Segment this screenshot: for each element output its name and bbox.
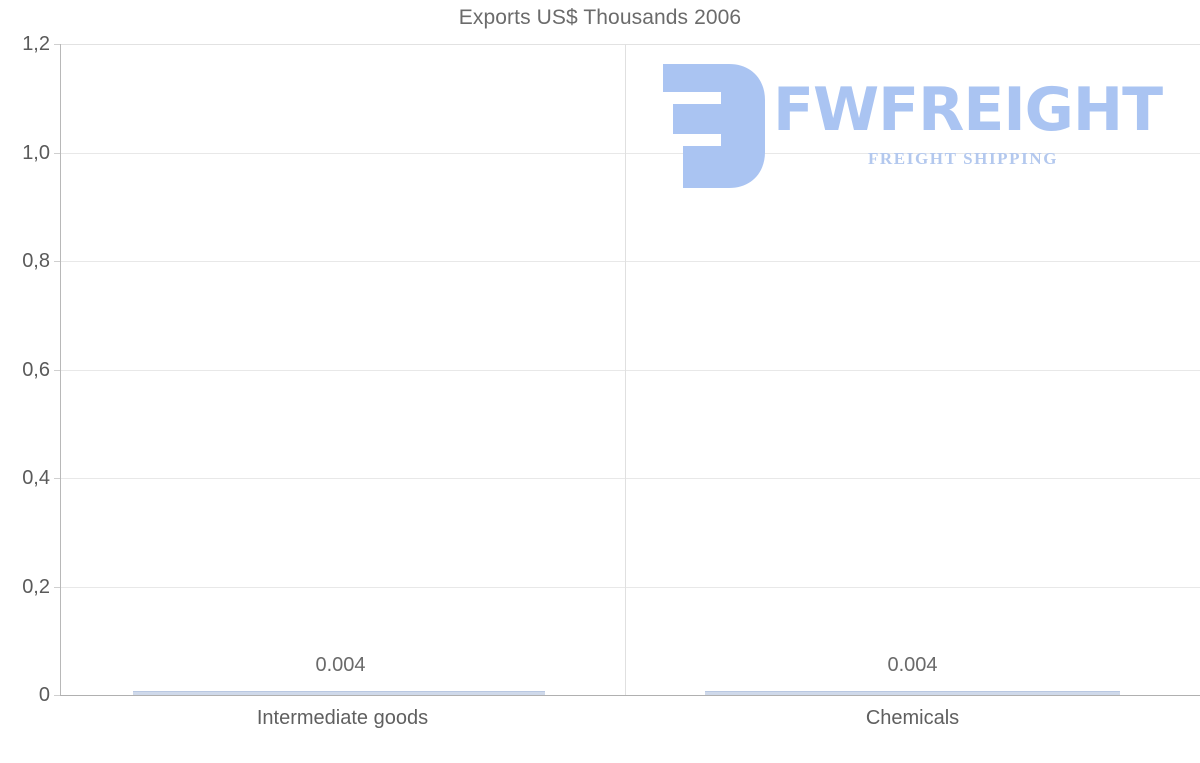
y-tick-mark-0-4	[54, 478, 60, 479]
gridline-1-0	[60, 153, 1200, 154]
y-tick-label-0-8: 0,8	[22, 250, 50, 272]
gridline-0-2	[60, 587, 1200, 588]
category-divider-gridline	[625, 44, 626, 695]
gridline-0-6	[60, 370, 1200, 371]
y-tick-mark-0-8	[54, 261, 60, 262]
x-category-label-intermediate-goods: Intermediate goods	[256, 707, 429, 729]
y-tick-mark-1-0	[54, 153, 60, 154]
gridline-0-8	[60, 261, 1200, 262]
y-tick-mark-0-6	[54, 370, 60, 371]
gridline-0-4	[60, 478, 1200, 479]
y-tick-label-0-2: 0,2	[22, 576, 50, 598]
y-tick-mark-1-2	[54, 44, 60, 45]
x-axis-line	[60, 695, 1200, 696]
y-tick-label-0-4: 0,4	[22, 467, 50, 489]
y-tick-label-0: 0	[38, 684, 50, 706]
y-axis-line	[60, 44, 61, 696]
data-label-intermediate-goods: 0.004	[315, 654, 366, 676]
y-tick-label-1-0: 1,0	[22, 142, 50, 164]
bar-chemicals	[705, 691, 1120, 695]
plot-area	[60, 44, 1200, 695]
bar-intermediate-goods	[133, 691, 545, 695]
y-tick-label-0-6: 0,6	[22, 359, 50, 381]
y-tick-mark-0-2	[54, 587, 60, 588]
x-category-label-chemicals: Chemicals	[865, 707, 960, 729]
data-label-chemicals: 0.004	[887, 654, 938, 676]
y-tick-label-1-2: 1,2	[22, 33, 50, 55]
gridline-1-2	[60, 44, 1200, 45]
y-tick-mark-0	[54, 695, 60, 696]
chart-title: Exports US$ Thousands 2006	[458, 6, 742, 29]
